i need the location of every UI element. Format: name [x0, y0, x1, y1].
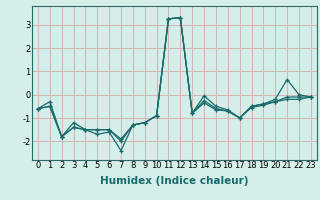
- X-axis label: Humidex (Indice chaleur): Humidex (Indice chaleur): [100, 176, 249, 186]
